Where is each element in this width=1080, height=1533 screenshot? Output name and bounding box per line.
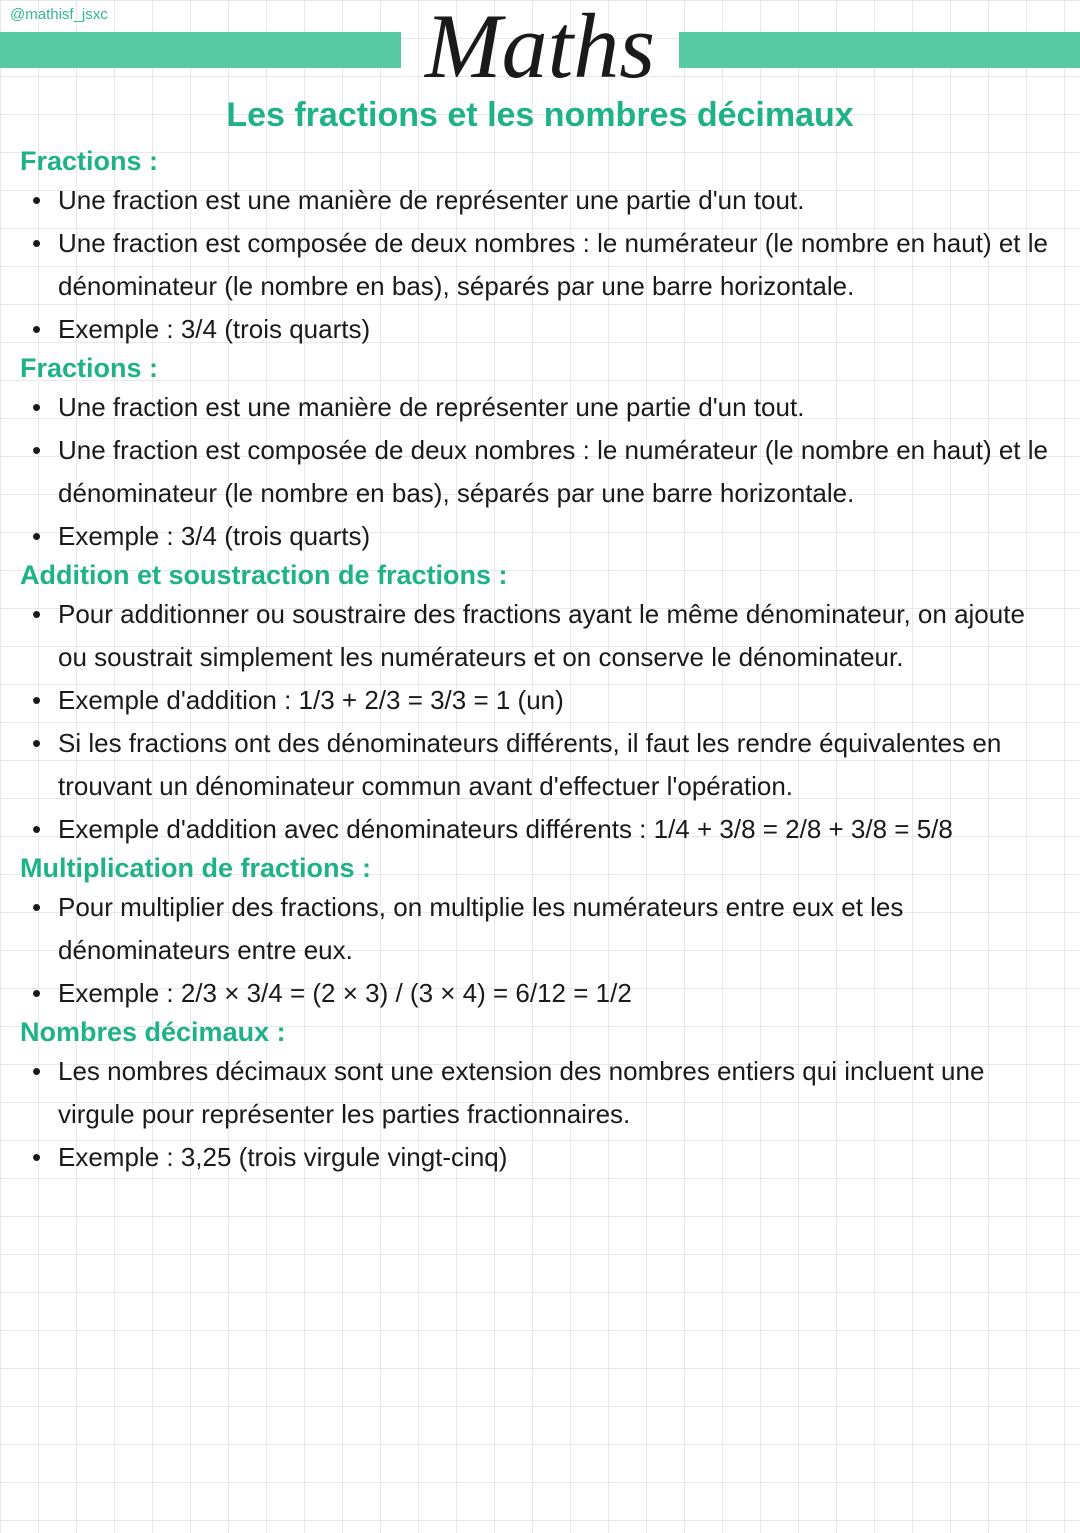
list-item: Exemple d'addition avec dénominateurs di… [58, 808, 1060, 851]
page-subtitle: Les fractions et les nombres décimaux [0, 96, 1080, 135]
list-item: Pour multiplier des fractions, on multip… [58, 886, 1060, 972]
list-item: Exemple : 3,25 (trois virgule vingt-cinq… [58, 1136, 1060, 1179]
bullet-list: Pour additionner ou soustraire des fract… [20, 593, 1060, 851]
page-title: Maths [401, 0, 679, 92]
list-item: Exemple : 3/4 (trois quarts) [58, 515, 1060, 558]
list-item: Exemple : 2/3 × 3/4 = (2 × 3) / (3 × 4) … [58, 972, 1060, 1015]
header-row: Maths [0, 20, 1080, 80]
content-body: Fractions : Une fraction est une manière… [20, 144, 1060, 1181]
list-item: Exemple d'addition : 1/3 + 2/3 = 3/3 = 1… [58, 679, 1060, 722]
list-item: Si les fractions ont des dénominateurs d… [58, 722, 1060, 808]
bullet-list: Les nombres décimaux sont une extension … [20, 1050, 1060, 1179]
list-item: Une fraction est composée de deux nombre… [58, 429, 1060, 515]
list-item: Exemple : 3/4 (trois quarts) [58, 308, 1060, 351]
bullet-list: Pour multiplier des fractions, on multip… [20, 886, 1060, 1015]
bullet-list: Une fraction est une manière de représen… [20, 179, 1060, 351]
section-heading: Addition et soustraction de fractions : [20, 560, 1060, 591]
section-heading: Fractions : [20, 146, 1060, 177]
list-item: Une fraction est une manière de représen… [58, 179, 1060, 222]
header-bar-right [679, 32, 1080, 68]
list-item: Une fraction est composée de deux nombre… [58, 222, 1060, 308]
bullet-list: Une fraction est une manière de représen… [20, 386, 1060, 558]
section-heading: Multiplication de fractions : [20, 853, 1060, 884]
list-item: Les nombres décimaux sont une extension … [58, 1050, 1060, 1136]
list-item: Une fraction est une manière de représen… [58, 386, 1060, 429]
section-heading: Fractions : [20, 353, 1060, 384]
header-bar-left [0, 32, 401, 68]
list-item: Pour additionner ou soustraire des fract… [58, 593, 1060, 679]
section-heading: Nombres décimaux : [20, 1017, 1060, 1048]
